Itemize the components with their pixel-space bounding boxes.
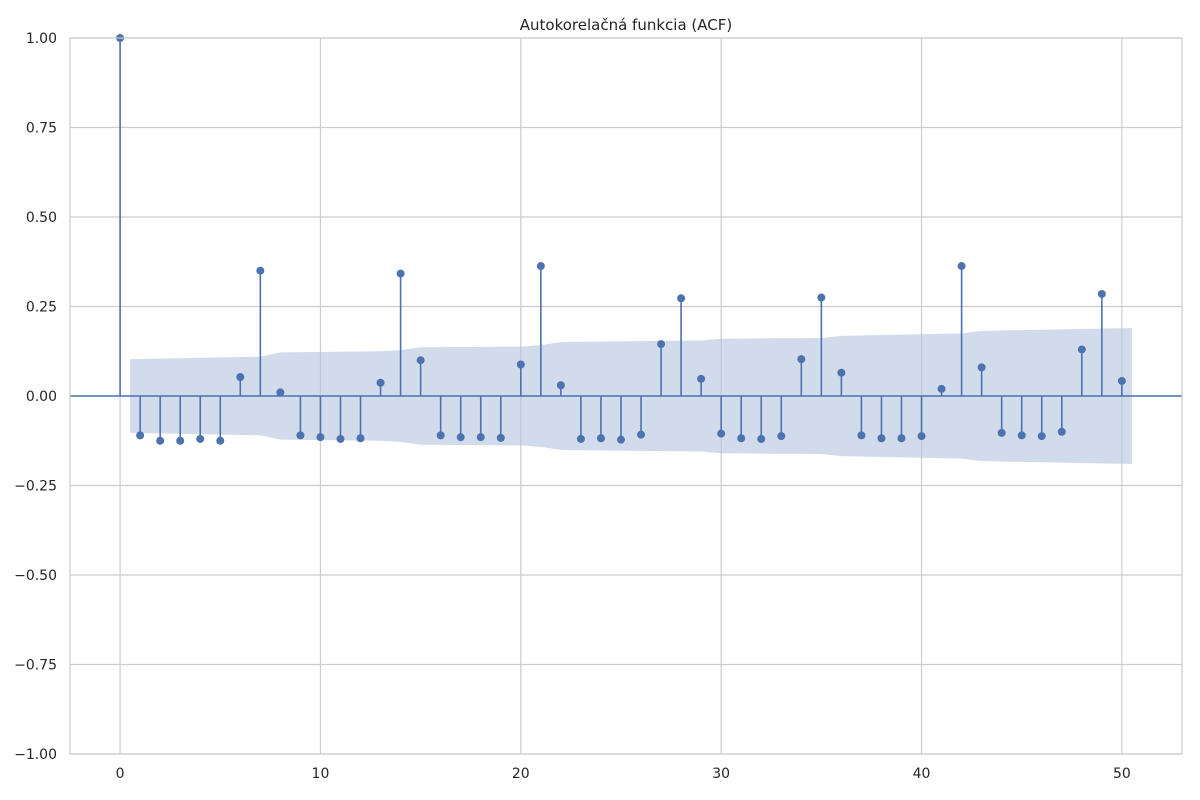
- acf-marker: [316, 433, 325, 442]
- acf-marker: [1117, 376, 1126, 385]
- x-tick-labels: 0 10 20 30 40 50: [116, 766, 1131, 782]
- x-tick-label: 20: [512, 766, 530, 782]
- acf-marker: [777, 432, 786, 441]
- y-tick-label: 0.75: [26, 121, 57, 137]
- acf-marker: [857, 431, 866, 440]
- acf-marker: [757, 434, 766, 443]
- acf-marker: [1017, 431, 1026, 440]
- acf-marker: [236, 373, 245, 382]
- acf-marker: [1097, 289, 1106, 298]
- y-tick-labels: 1.00 0.75 0.50 0.25 0.00 −0.25 −0.50 −0.75 −1.00: [14, 31, 57, 763]
- y-tick-label: −0.50: [14, 568, 57, 584]
- acf-marker: [677, 294, 686, 303]
- x-tick-label: 0: [116, 766, 125, 782]
- acf-marker: [196, 434, 205, 443]
- y-tick-label: 0.25: [26, 300, 57, 316]
- acf-marker: [797, 355, 806, 364]
- acf-marker: [356, 434, 365, 443]
- acf-marker: [476, 433, 485, 442]
- acf-marker: [837, 368, 846, 377]
- acf-marker: [917, 432, 926, 441]
- acf-marker: [1037, 432, 1046, 441]
- acf-marker: [216, 436, 225, 445]
- acf-marker: [737, 434, 746, 443]
- acf-marker: [997, 428, 1006, 437]
- acf-marker: [897, 434, 906, 443]
- acf-marker: [136, 431, 145, 440]
- acf-marker: [957, 262, 966, 271]
- acf-marker: [416, 356, 425, 365]
- acf-marker: [637, 430, 646, 439]
- acf-marker: [596, 434, 605, 443]
- acf-marker: [296, 431, 305, 440]
- acf-marker: [256, 266, 265, 275]
- acf-marker: [536, 262, 545, 271]
- x-tick-label: 10: [312, 766, 330, 782]
- acf-marker: [516, 360, 525, 369]
- acf-marker: [396, 269, 405, 278]
- y-tick-label: 0.50: [26, 210, 57, 226]
- acf-marker: [276, 388, 285, 397]
- acf-marker: [456, 433, 465, 442]
- acf-marker: [336, 434, 345, 443]
- acf-marker: [977, 363, 986, 372]
- acf-marker: [616, 435, 625, 444]
- acf-marker: [156, 436, 165, 445]
- acf-marker: [576, 434, 585, 443]
- acf-marker: [817, 293, 826, 302]
- acf-marker: [376, 378, 385, 387]
- acf-marker: [717, 429, 726, 438]
- acf-marker: [657, 340, 666, 349]
- acf-marker: [496, 433, 505, 442]
- x-tick-label: 30: [712, 766, 730, 782]
- chart-title: Autokorelačná funkcia (ACF): [520, 16, 732, 34]
- acf-marker: [176, 436, 185, 445]
- acf-stems: [116, 34, 1126, 445]
- acf-marker: [697, 374, 706, 383]
- y-tick-label: 0.00: [26, 389, 57, 405]
- y-tick-label: −1.00: [14, 747, 57, 763]
- y-tick-label: −0.75: [14, 658, 57, 674]
- y-tick-label: 1.00: [26, 31, 57, 47]
- plot-frame: [69, 37, 1183, 755]
- acf-marker: [877, 434, 886, 443]
- y-tick-label: −0.25: [14, 479, 57, 495]
- x-tick-label: 50: [1113, 766, 1131, 782]
- x-tick-label: 40: [913, 766, 931, 782]
- acf-marker: [937, 384, 946, 393]
- acf-marker: [556, 381, 565, 390]
- acf-marker: [1077, 345, 1086, 354]
- acf-marker: [436, 431, 445, 440]
- acf-marker: [1057, 427, 1066, 436]
